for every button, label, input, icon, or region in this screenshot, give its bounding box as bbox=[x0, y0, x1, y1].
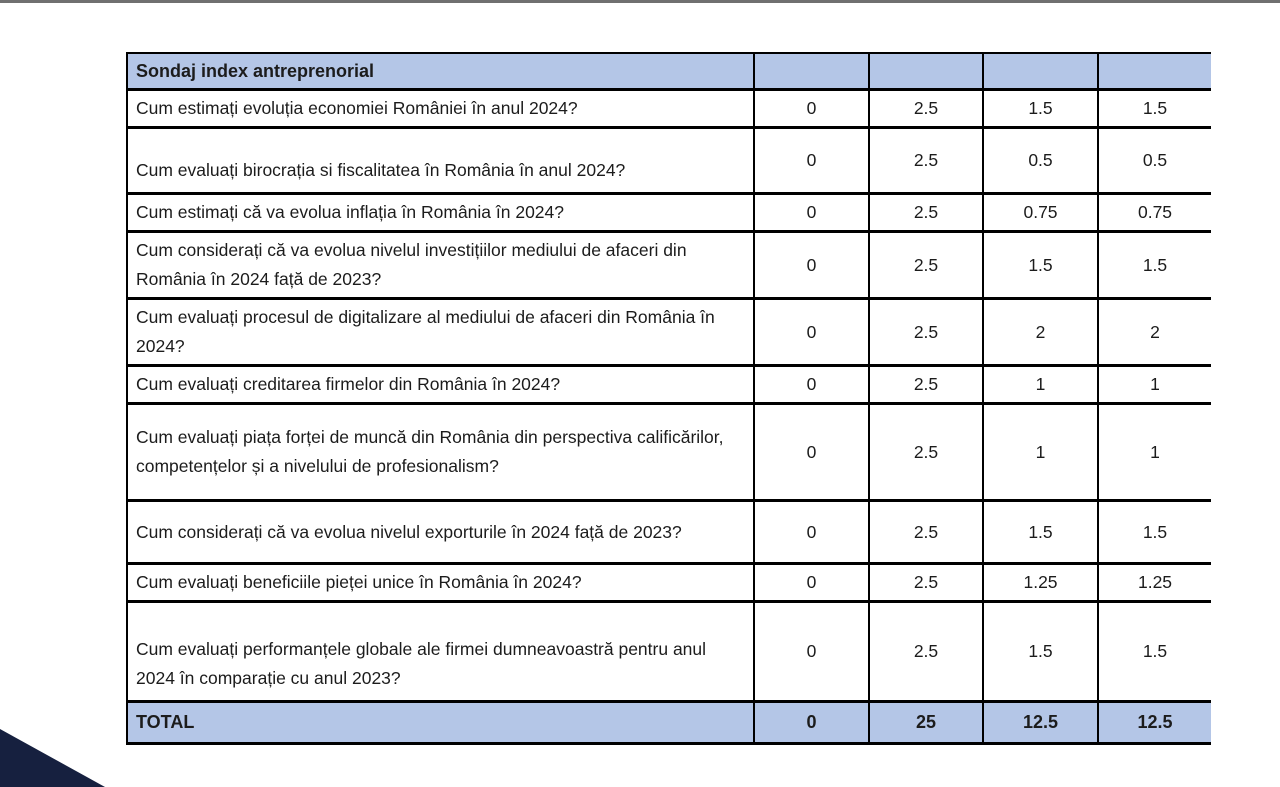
table-row: Cum considerați că va evolua nivelul inv… bbox=[126, 230, 1211, 300]
total-value-cell: 12.5 bbox=[982, 700, 1099, 745]
value-cell: 1 bbox=[982, 402, 1099, 502]
question-cell: Cum estimați evoluția economiei României… bbox=[126, 88, 755, 129]
value-cell: 0 bbox=[753, 402, 870, 502]
triangle-shape bbox=[0, 729, 105, 787]
value-cell: 1.5 bbox=[982, 499, 1099, 565]
value-cell: 0 bbox=[753, 192, 870, 233]
page-top-border bbox=[0, 0, 1280, 3]
question-cell: Cum considerați că va evolua nivelul inv… bbox=[126, 230, 755, 300]
table-row: Cum evaluați beneficiile pieței unice în… bbox=[126, 562, 1211, 603]
table-row: Cum estimați că va evolua inflația în Ro… bbox=[126, 192, 1211, 233]
value-cell: 2.5 bbox=[868, 88, 984, 129]
total-row: TOTAL 0 25 12.5 12.5 bbox=[126, 700, 1211, 745]
value-cell: 0 bbox=[753, 600, 870, 703]
value-cell: 0 bbox=[753, 499, 870, 565]
total-value-cell: 25 bbox=[868, 700, 984, 745]
survey-table-header: Sondaj index antreprenorial bbox=[126, 52, 1211, 91]
question-cell: Cum evaluați performanțele globale ale f… bbox=[126, 600, 755, 703]
value-cell: 0.5 bbox=[1097, 126, 1211, 195]
table-title-cell: Sondaj index antreprenorial bbox=[126, 52, 755, 91]
value-cell: 1.25 bbox=[1097, 562, 1211, 603]
question-cell: Cum estimați că va evolua inflația în Ro… bbox=[126, 192, 755, 233]
value-cell: 2.5 bbox=[868, 364, 984, 405]
value-cell: 2.5 bbox=[868, 600, 984, 703]
value-cell: 0 bbox=[753, 88, 870, 129]
value-cell: 2.5 bbox=[868, 499, 984, 565]
table-row: Cum evaluați piața forței de muncă din R… bbox=[126, 402, 1211, 502]
value-cell: 0.5 bbox=[982, 126, 1099, 195]
value-cell: 1.5 bbox=[1097, 230, 1211, 300]
value-cell: 2.5 bbox=[868, 126, 984, 195]
value-cell: 2.5 bbox=[868, 192, 984, 233]
question-cell: Cum evaluați piața forței de muncă din R… bbox=[126, 402, 755, 502]
value-cell: 0 bbox=[753, 562, 870, 603]
value-cell: 2 bbox=[1097, 297, 1211, 367]
value-cell: 0 bbox=[753, 364, 870, 405]
table-row: Cum estimați evoluția economiei României… bbox=[126, 88, 1211, 129]
header-empty-cell bbox=[982, 52, 1099, 91]
value-cell: 0 bbox=[753, 126, 870, 195]
total-value-cell: 12.5 bbox=[1097, 700, 1211, 745]
question-cell: Cum evaluați birocrația si fiscalitatea … bbox=[126, 126, 755, 195]
value-cell: 2.5 bbox=[868, 402, 984, 502]
question-cell: Cum considerați că va evolua nivelul exp… bbox=[126, 499, 755, 565]
value-cell: 2 bbox=[982, 297, 1099, 367]
value-cell: 0.75 bbox=[982, 192, 1099, 233]
value-cell: 1 bbox=[1097, 364, 1211, 405]
header-empty-cell bbox=[1097, 52, 1211, 91]
value-cell: 1.25 bbox=[982, 562, 1099, 603]
table-row: Cum evaluați birocrația si fiscalitatea … bbox=[126, 126, 1211, 195]
question-cell: Cum evaluați beneficiile pieței unice în… bbox=[126, 562, 755, 603]
value-cell: 2.5 bbox=[868, 297, 984, 367]
value-cell: 0 bbox=[753, 297, 870, 367]
value-cell: 1 bbox=[982, 364, 1099, 405]
value-cell: 1 bbox=[1097, 402, 1211, 502]
value-cell: 1.5 bbox=[982, 600, 1099, 703]
table-row: Cum considerați că va evolua nivelul exp… bbox=[126, 499, 1211, 565]
survey-table: Sondaj index antreprenorial Cum estimați… bbox=[126, 52, 1211, 745]
value-cell: 2.5 bbox=[868, 562, 984, 603]
value-cell: 1.5 bbox=[982, 230, 1099, 300]
value-cell: 1.5 bbox=[1097, 600, 1211, 703]
total-label-cell: TOTAL bbox=[126, 700, 755, 745]
value-cell: 2.5 bbox=[868, 230, 984, 300]
total-value-cell: 0 bbox=[753, 700, 870, 745]
value-cell: 0 bbox=[753, 230, 870, 300]
header-empty-cell bbox=[753, 52, 870, 91]
question-cell: Cum evaluați creditarea firmelor din Rom… bbox=[126, 364, 755, 405]
value-cell: 1.5 bbox=[1097, 499, 1211, 565]
question-cell: Cum evaluați procesul de digitalizare al… bbox=[126, 297, 755, 367]
table-row: Cum evaluați procesul de digitalizare al… bbox=[126, 297, 1211, 367]
value-cell: 0.75 bbox=[1097, 192, 1211, 233]
table-row: Cum evaluați creditarea firmelor din Rom… bbox=[126, 364, 1211, 405]
survey-table-body: Cum estimați evoluția economiei României… bbox=[126, 88, 1211, 745]
table-row: Cum evaluați performanțele globale ale f… bbox=[126, 600, 1211, 703]
value-cell: 1.5 bbox=[1097, 88, 1211, 129]
header-row: Sondaj index antreprenorial bbox=[126, 52, 1211, 91]
header-empty-cell bbox=[868, 52, 984, 91]
value-cell: 1.5 bbox=[982, 88, 1099, 129]
decorative-corner-triangle bbox=[0, 729, 105, 787]
